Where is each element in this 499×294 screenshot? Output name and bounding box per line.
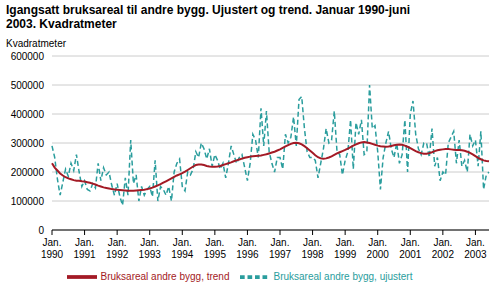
svg-text:1995: 1995 [204,249,227,260]
svg-text:400000: 400000 [11,109,45,120]
svg-text:Jan.: Jan. [368,237,387,248]
svg-text:Jan.: Jan. [238,237,257,248]
svg-text:Jan.: Jan. [108,237,127,248]
svg-text:1996: 1996 [236,249,259,260]
svg-text:1999: 1999 [334,249,357,260]
svg-text:300000: 300000 [11,138,45,149]
html-text:Igangsatt bruksareal til andre: Igangsatt bruksareal til andre bygg. Uju… [6,3,411,31]
svg-text:Jan.: Jan. [433,237,452,248]
svg-text:1993: 1993 [139,249,162,260]
svg-text:1997: 1997 [269,249,292,260]
svg-text:Jan.: Jan. [336,237,355,248]
svg-text:500000: 500000 [11,80,45,91]
html-text:Kvadratmeter: Kvadratmeter [6,38,66,49]
svg-text:200000: 200000 [11,167,45,178]
svg-text:Jan.: Jan. [271,237,290,248]
svg-text:Jan.: Jan. [466,237,485,248]
svg-text:1994: 1994 [171,249,194,260]
svg-text:100000: 100000 [11,196,45,207]
svg-text:Jan.: Jan. [140,237,159,248]
svg-text:Jan.: Jan. [303,237,322,248]
svg-text:1991: 1991 [73,249,96,260]
svg-text:1990: 1990 [41,249,64,260]
html-text:Bruksareal andre bygg, trend: Bruksareal andre bygg, trend [100,270,230,282]
svg-text:Jan.: Jan. [205,237,224,248]
svg-text:0: 0 [38,225,44,236]
svg-text:2001: 2001 [399,249,422,260]
svg-text:2000: 2000 [367,249,390,260]
svg-text:Jan.: Jan. [43,237,62,248]
svg-text:1998: 1998 [301,249,324,260]
html-text:Bruksareal andre bygg, ujuster: Bruksareal andre bygg, ujustert [273,270,413,282]
svg-text:2002: 2002 [432,249,455,260]
svg-text:600000: 600000 [11,51,45,62]
svg-text:Jan.: Jan. [401,237,420,248]
svg-text:Jan.: Jan. [173,237,192,248]
svg-text:Jan.: Jan. [75,237,94,248]
svg-text:2003: 2003 [464,249,487,260]
svg-text:1992: 1992 [106,249,129,260]
